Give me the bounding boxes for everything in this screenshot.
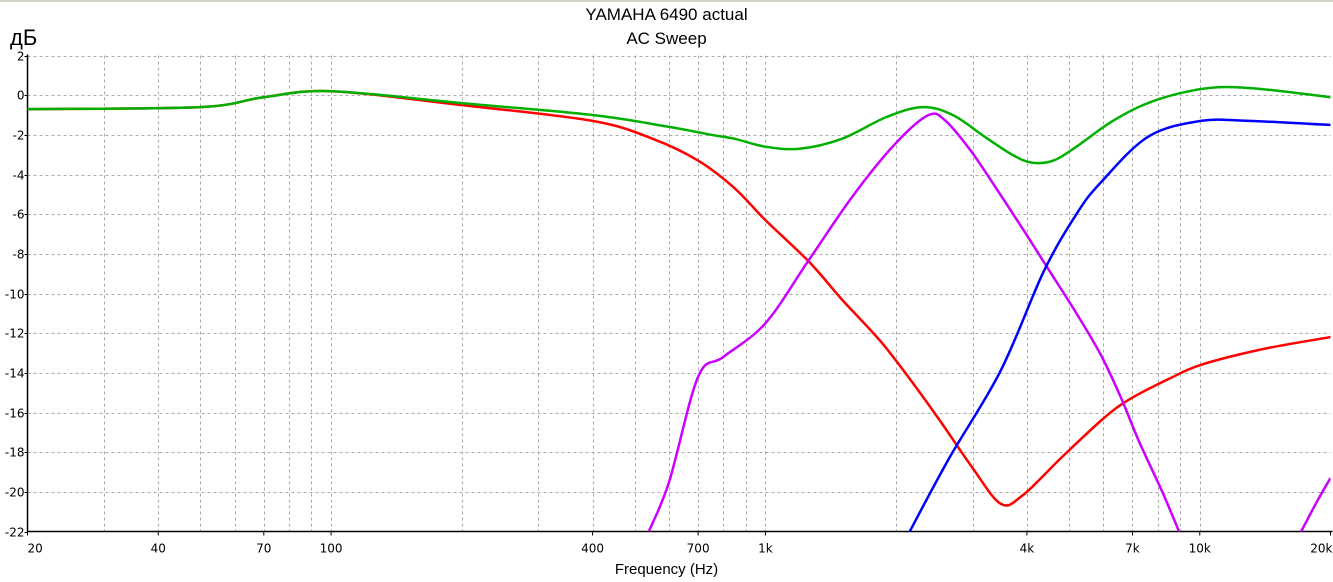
y-tick-label: -12 xyxy=(5,327,25,341)
series-line-tweeter xyxy=(908,118,1331,532)
y-tick-label: -20 xyxy=(5,486,25,500)
y-tick-label: -2 xyxy=(13,129,25,143)
y-tick-label: 0 xyxy=(17,89,25,103)
y-tick-label: -18 xyxy=(5,446,25,460)
y-axis-label: дБ xyxy=(10,25,38,50)
y-tick-label: -14 xyxy=(5,367,25,381)
x-axis-label: Frequency (Hz) xyxy=(614,561,719,578)
y-tick-label: -10 xyxy=(5,288,25,302)
chart-title: YAMAHA 6490 actual xyxy=(585,5,748,24)
x-tick-label: 1k xyxy=(758,542,773,556)
x-tick-label: 4k xyxy=(1020,542,1035,556)
series-line-midrange-2 xyxy=(1299,477,1331,532)
x-tick-label: 40 xyxy=(151,542,166,556)
window-top-border xyxy=(0,0,1333,2)
x-tick-label: 400 xyxy=(581,542,604,556)
y-tick-label: -16 xyxy=(5,407,25,421)
x-tick-label: 70 xyxy=(256,542,271,556)
y-tick-label: -6 xyxy=(13,208,25,222)
series-line-sum xyxy=(27,85,1331,165)
x-tick-label: 10k xyxy=(1189,542,1211,556)
chart-subtitle: AC Sweep xyxy=(626,29,707,48)
x-tick-label: 7k xyxy=(1125,542,1140,556)
y-tick-label: -4 xyxy=(13,169,25,183)
y-tick-label: -22 xyxy=(5,526,25,540)
x-tick-label: 700 xyxy=(687,542,710,556)
x-tick-label: 20k xyxy=(1310,542,1332,556)
y-tick-label: 2 xyxy=(17,50,25,64)
y-tick-label: -8 xyxy=(13,248,25,262)
series-line-midrange xyxy=(647,112,1181,532)
x-tick-label: 100 xyxy=(320,542,343,556)
x-tick-label: 20 xyxy=(28,542,43,556)
